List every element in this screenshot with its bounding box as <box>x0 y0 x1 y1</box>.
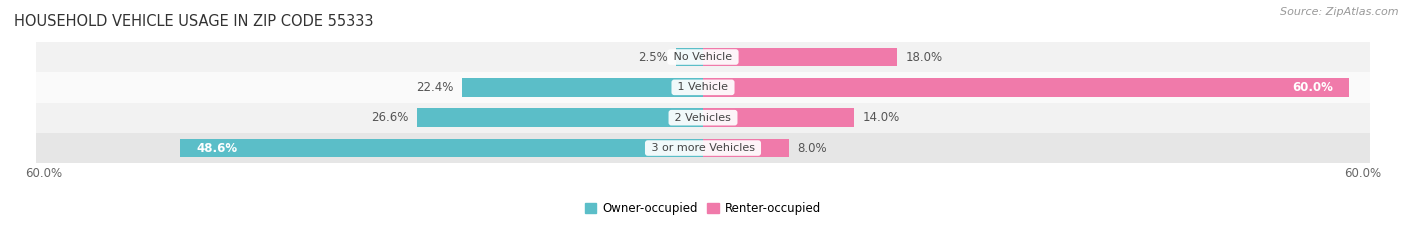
Text: No Vehicle: No Vehicle <box>671 52 735 62</box>
Text: 2.5%: 2.5% <box>638 51 668 64</box>
Bar <box>180 139 703 158</box>
Bar <box>703 48 897 66</box>
Bar <box>35 72 1371 103</box>
Legend: Owner-occupied, Renter-occupied: Owner-occupied, Renter-occupied <box>579 197 827 219</box>
Bar <box>703 78 1348 97</box>
Text: Source: ZipAtlas.com: Source: ZipAtlas.com <box>1281 7 1399 17</box>
Text: HOUSEHOLD VEHICLE USAGE IN ZIP CODE 55333: HOUSEHOLD VEHICLE USAGE IN ZIP CODE 5533… <box>14 14 374 29</box>
Bar <box>35 42 1371 72</box>
Text: 60.0%: 60.0% <box>1292 81 1333 94</box>
Bar <box>703 139 789 158</box>
Text: 60.0%: 60.0% <box>25 167 62 180</box>
Text: 26.6%: 26.6% <box>371 111 408 124</box>
Text: 14.0%: 14.0% <box>862 111 900 124</box>
Bar <box>416 108 703 127</box>
Bar <box>703 108 853 127</box>
Text: 18.0%: 18.0% <box>905 51 942 64</box>
Text: 60.0%: 60.0% <box>1344 167 1381 180</box>
Bar <box>461 78 703 97</box>
Text: 22.4%: 22.4% <box>416 81 453 94</box>
Bar <box>35 133 1371 163</box>
Bar <box>35 103 1371 133</box>
Text: 8.0%: 8.0% <box>797 141 827 154</box>
Text: 2 Vehicles: 2 Vehicles <box>671 113 735 123</box>
Text: 1 Vehicle: 1 Vehicle <box>675 82 731 92</box>
Text: 48.6%: 48.6% <box>195 141 238 154</box>
Bar <box>676 48 703 66</box>
Text: 3 or more Vehicles: 3 or more Vehicles <box>648 143 758 153</box>
